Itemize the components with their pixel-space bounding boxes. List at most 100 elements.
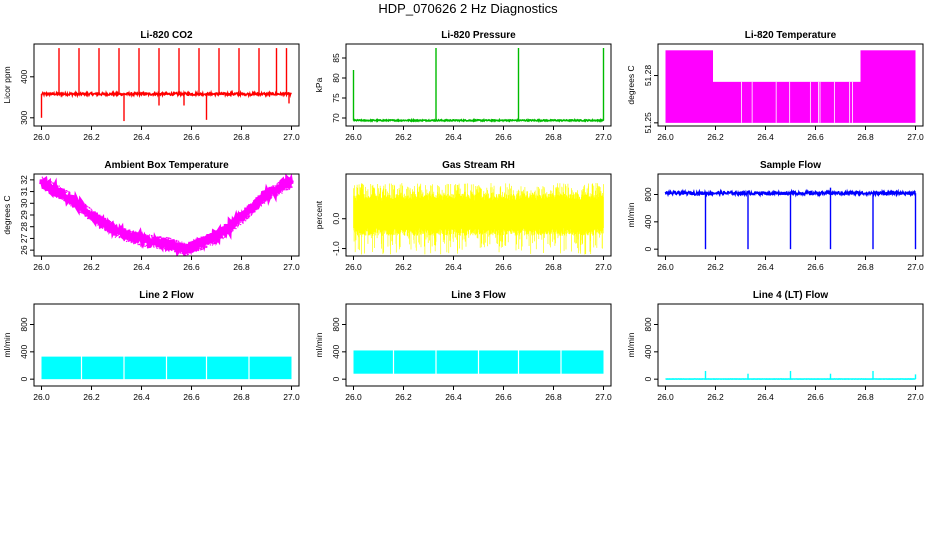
point (111, 230, 114, 232)
point (280, 183, 282, 186)
point (55, 192, 57, 194)
point (135, 234, 137, 236)
point (130, 240, 133, 243)
point (203, 237, 205, 239)
point (148, 244, 150, 247)
point (282, 187, 285, 190)
point (265, 197, 267, 199)
point (83, 212, 85, 215)
point (170, 249, 173, 251)
point (85, 209, 87, 211)
plot-frame (345, 173, 612, 257)
band-segment (665, 50, 713, 123)
point (158, 247, 160, 249)
point (145, 244, 148, 247)
point (225, 233, 228, 235)
point (213, 237, 215, 239)
panel-2: Li-820 Temperature 26.0 26.2 26.4 26.6 26.8 27… (626, 30, 924, 142)
point (138, 240, 140, 242)
point (220, 230, 222, 232)
point (262, 202, 264, 204)
point (71, 202, 73, 204)
point (161, 240, 163, 242)
point (267, 196, 269, 198)
point (47, 184, 50, 186)
point (59, 187, 62, 189)
point (109, 231, 112, 233)
series (665, 370, 917, 380)
point (201, 243, 203, 245)
point (266, 195, 268, 197)
y-tick-label: 80 (331, 73, 341, 83)
point (72, 201, 74, 204)
panel-title: Sample Flow (760, 160, 821, 171)
point (257, 199, 260, 201)
y-tick-label: 75 (331, 93, 341, 103)
point (97, 214, 99, 216)
point (94, 223, 96, 225)
point (255, 203, 257, 206)
point (66, 198, 68, 200)
point (115, 235, 117, 237)
point (100, 220, 102, 222)
point (200, 243, 203, 245)
point (220, 229, 223, 231)
point (176, 249, 178, 251)
point (207, 237, 209, 239)
x-tick-label: 27.0 (907, 262, 924, 272)
point (96, 222, 99, 224)
point (81, 208, 83, 211)
series (41, 354, 292, 382)
y-tick-label: 400 (19, 69, 29, 83)
point (71, 203, 73, 206)
point (268, 194, 270, 196)
point (147, 246, 149, 248)
point (229, 222, 232, 224)
x-tick-label: 26.8 (545, 262, 562, 272)
point (227, 228, 230, 230)
point (42, 178, 45, 180)
point (98, 219, 100, 221)
point (232, 222, 234, 224)
point (225, 227, 227, 229)
point (287, 183, 289, 185)
point (126, 234, 128, 236)
point (257, 196, 259, 199)
point (207, 241, 210, 243)
point (55, 187, 58, 189)
point (290, 186, 292, 188)
point (45, 189, 47, 192)
point (87, 206, 89, 208)
point (90, 208, 92, 210)
point (199, 244, 202, 246)
point (160, 244, 162, 246)
point (119, 232, 122, 234)
point (165, 237, 167, 239)
y-tick-label: 70 (331, 113, 341, 123)
point (230, 231, 232, 233)
y-tick-label: 26 (19, 245, 29, 255)
point (153, 244, 155, 246)
point (60, 194, 62, 196)
point (156, 237, 158, 239)
point (286, 188, 288, 191)
point (120, 236, 123, 238)
point (59, 197, 61, 199)
point (284, 186, 286, 188)
point (84, 207, 86, 209)
point (119, 226, 121, 228)
point (189, 242, 191, 244)
point (288, 181, 290, 183)
point (44, 181, 46, 183)
point (68, 196, 71, 199)
point (82, 207, 84, 209)
point (245, 215, 247, 217)
point (280, 182, 283, 184)
point (176, 248, 178, 250)
point (275, 195, 277, 197)
point (177, 250, 179, 252)
point (150, 245, 153, 247)
x-tick-label: 26.6 (495, 132, 512, 142)
point (81, 212, 83, 214)
